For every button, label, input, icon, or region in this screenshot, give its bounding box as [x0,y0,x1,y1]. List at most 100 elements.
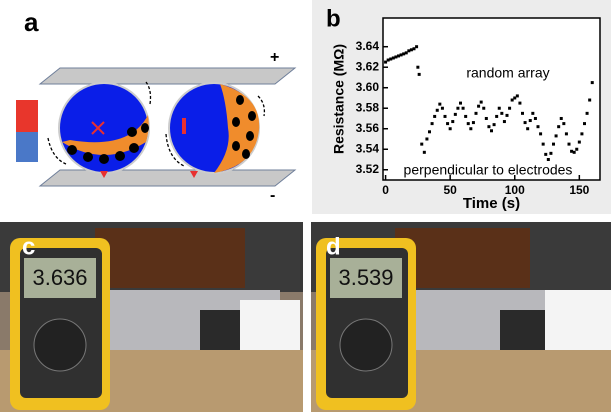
data-point [572,150,576,154]
data-point [469,127,473,131]
photo-c: 3.636 c [0,222,303,412]
panel-label: b [326,5,341,32]
panel-label: d [326,233,341,260]
data-point [583,122,586,126]
data-point [466,122,470,126]
data-point [448,127,452,131]
data-point [505,113,509,117]
contact-left [100,171,108,178]
photo-d: 3.539 d [311,222,611,412]
data-point [567,142,571,146]
data-point [539,132,543,136]
data-point [409,48,413,52]
meter-reading: 3.539 [338,265,393,290]
dots-right [232,95,256,159]
data-point [521,111,524,115]
data-point [417,72,421,76]
chart: 3.52 3.54 3.56 3.58 3.60 3.62 3.64 0 50 100 150 Tim… [331,17,601,212]
data-point [580,132,584,136]
data-point [394,55,398,59]
data-point [399,53,403,57]
data-point [384,60,388,64]
data-point [515,94,519,98]
data-point [482,106,486,110]
data-point [428,130,431,134]
data-point [425,137,429,141]
data-point [588,98,592,102]
y-tick-label: 3.58 [356,100,380,114]
data-point [564,132,568,136]
data-point [510,98,514,102]
bottom-electrode [38,169,297,187]
data-point [477,104,481,108]
y-tick-label: 3.56 [356,121,380,135]
data-point [446,122,450,126]
data-point [559,116,563,120]
data-point [402,52,406,56]
plus-sign: + [270,49,279,66]
contact-right [190,171,198,178]
data-point [523,121,527,125]
x-tick-label: 100 [505,183,525,197]
panel-label: c [22,233,35,260]
x-axis-label: Time (s) [463,195,520,212]
data-point [531,111,535,115]
data-point [391,56,395,60]
data-point [536,125,540,129]
data-point [495,114,499,118]
data-point [577,140,581,144]
annotation: random array [466,65,549,81]
data-point [562,122,566,126]
data-point [590,81,594,85]
crescent-left [62,115,149,155]
annotation: perpendicular to electrodes [404,162,573,178]
x-tick-label: 0 [382,183,389,197]
data-point [479,100,483,104]
data-point [435,108,439,112]
top-electrode [38,67,297,85]
rotation-arrows [47,81,266,167]
data-point [453,112,457,116]
data-point [570,149,574,153]
data-point [438,102,442,106]
data-point [546,157,550,161]
data-point [404,51,408,55]
y-axis-label: Resistance (MΩ) [331,44,347,154]
dots-left [67,123,149,164]
data-point [575,147,579,151]
magnet-north [16,100,38,132]
data-point [557,125,561,129]
data-point [415,45,419,49]
panel-label: a [24,7,39,37]
x-tick-label: 150 [569,183,589,197]
y-tick-label: 3.60 [356,80,380,94]
y-tick-label: 3.52 [356,162,380,176]
data-point [549,151,553,155]
data-point [430,122,434,126]
meter-reading: 3.636 [32,265,87,290]
data-point [386,58,390,62]
data-point [541,142,545,146]
data-point [484,116,488,120]
data-point [502,120,506,124]
data-point [459,101,462,105]
data-point [487,125,491,129]
magnet-south [16,132,38,162]
data-point [508,106,512,110]
data-point [440,106,444,110]
data-point [552,142,555,146]
data-point [420,142,424,146]
data-point [544,152,548,156]
data-point [471,121,475,125]
data-point [412,47,416,51]
plot-area [382,17,601,181]
data-point [513,96,517,100]
data-point [397,54,400,58]
data-point [422,150,426,154]
data-point [500,111,504,115]
data-point [416,65,420,69]
data-point [554,134,558,138]
cross-mark [91,121,105,135]
data-point [497,106,501,110]
data-point [490,129,493,133]
